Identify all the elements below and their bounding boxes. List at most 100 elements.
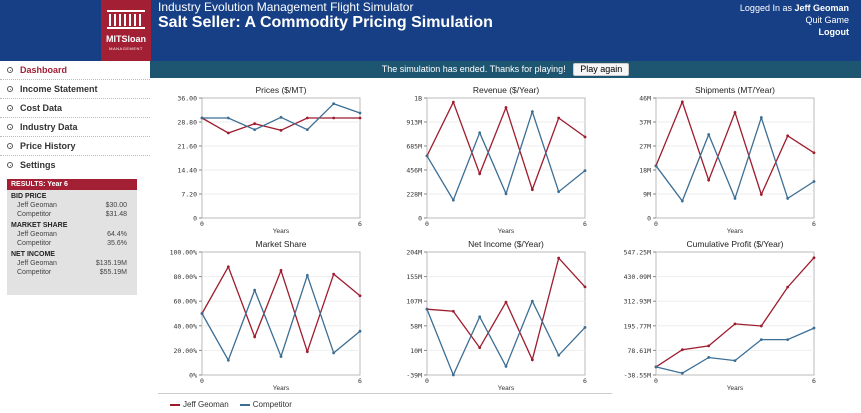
player-data-point[interactable]: [305, 116, 309, 120]
competitor-data-point[interactable]: [358, 111, 362, 115]
player-data-point[interactable]: [332, 116, 336, 120]
competitor-data-point[interactable]: [707, 356, 711, 359]
player-data-point[interactable]: [786, 134, 790, 138]
y-tick-label: 913M: [406, 119, 422, 127]
competitor-data-point[interactable]: [504, 364, 508, 368]
y-tick-label: 204M: [406, 249, 422, 257]
competitor-data-point[interactable]: [478, 315, 482, 319]
competitor-data-point[interactable]: [226, 116, 230, 120]
x-axis-label: Years: [498, 228, 515, 235]
competitor-data-point[interactable]: [305, 128, 309, 132]
plot-area: [426, 251, 586, 376]
player-data-point[interactable]: [812, 151, 816, 155]
competitor-data-point[interactable]: [812, 180, 816, 183]
player-data-point[interactable]: [680, 100, 684, 104]
player-data-point[interactable]: [583, 285, 587, 289]
competitor-data-point[interactable]: [786, 338, 790, 342]
competitor-data-point[interactable]: [226, 358, 230, 362]
player-data-point[interactable]: [253, 122, 257, 126]
competitor-data-point[interactable]: [583, 326, 587, 329]
competitor-data-point[interactable]: [279, 355, 283, 358]
competitor-data-point[interactable]: [786, 197, 790, 200]
player-data-point[interactable]: [812, 256, 816, 260]
sidebar-item-cost-data[interactable]: Cost Data: [0, 99, 150, 118]
competitor-data-point[interactable]: [557, 190, 561, 194]
player-data-point[interactable]: [358, 116, 362, 120]
sidebar-item-dashboard[interactable]: Dashboard: [0, 61, 150, 80]
competitor-data-point[interactable]: [759, 116, 763, 119]
competitor-data-point[interactable]: [451, 373, 455, 377]
competitor-data-point[interactable]: [557, 353, 561, 357]
competitor-data-point[interactable]: [358, 329, 362, 333]
player-data-point[interactable]: [226, 265, 230, 269]
competitor-data-point[interactable]: [812, 326, 816, 330]
competitor-data-point[interactable]: [504, 192, 508, 196]
simulation-title: Salt Seller: A Commodity Pricing Simulat…: [158, 14, 493, 31]
cumulative-profit-chart: Cumulative Profit ($/Year) 547.25M 430.09M…: [624, 239, 816, 392]
competitor-data-point[interactable]: [530, 299, 534, 303]
competitor-data-point[interactable]: [425, 154, 429, 158]
competitor-data-point[interactable]: [530, 110, 534, 114]
competitor-data-point[interactable]: [583, 169, 587, 173]
player-data-point[interactable]: [504, 106, 508, 109]
competitor-data-point[interactable]: [253, 128, 257, 132]
player-data-point[interactable]: [680, 348, 684, 352]
competitor-data-point[interactable]: [654, 164, 658, 168]
competitor-data-point[interactable]: [759, 338, 763, 342]
logout-link[interactable]: Logout: [818, 27, 850, 37]
y-tick-label: 37M: [639, 119, 651, 127]
competitor-data-point[interactable]: [332, 102, 336, 106]
player-data-point[interactable]: [226, 131, 230, 135]
player-data-point[interactable]: [504, 300, 508, 304]
player-data-point[interactable]: [279, 128, 283, 132]
sidebar-nav: Dashboard Income Statement Cost Data Ind…: [0, 61, 150, 174]
competitor-data-point[interactable]: [253, 288, 257, 292]
y-tick-label: 100.00%: [170, 249, 197, 257]
legend-competitor: Competitor: [252, 400, 292, 409]
player-data-point[interactable]: [733, 322, 737, 326]
player-data-point[interactable]: [557, 116, 561, 120]
player-data-point[interactable]: [332, 272, 336, 276]
competitor-data-point[interactable]: [733, 197, 737, 200]
player-data-point[interactable]: [530, 358, 534, 362]
competitor-data-point[interactable]: [305, 273, 309, 277]
sidebar-item-settings[interactable]: Settings: [0, 156, 150, 174]
sidebar-item-industry-data[interactable]: Industry Data: [0, 118, 150, 137]
competitor-data-point[interactable]: [425, 307, 429, 311]
player-data-point[interactable]: [530, 188, 534, 191]
player-data-point[interactable]: [707, 344, 711, 348]
player-data-point[interactable]: [707, 178, 711, 182]
sidebar-item-income-statement[interactable]: Income Statement: [0, 80, 150, 99]
mit-sloan-logo[interactable]: MITSloan MANAGEMENT: [101, 0, 151, 61]
competitor-data-point[interactable]: [654, 365, 658, 369]
player-data-point[interactable]: [478, 172, 482, 176]
player-data-point[interactable]: [733, 110, 737, 114]
competitor-data-point[interactable]: [200, 116, 204, 120]
competitor-data-point[interactable]: [680, 199, 684, 203]
competitor-data-point[interactable]: [279, 115, 283, 119]
competitor-data-point[interactable]: [733, 359, 737, 363]
player-data-point[interactable]: [253, 335, 257, 339]
player-data-point[interactable]: [451, 100, 455, 104]
player-data-point[interactable]: [358, 294, 362, 298]
competitor-data-point[interactable]: [200, 312, 204, 315]
player-data-point[interactable]: [759, 193, 763, 196]
play-again-button[interactable]: Play again: [573, 63, 630, 77]
player-data-point[interactable]: [786, 285, 790, 289]
sidebar-item-price-history[interactable]: Price History: [0, 137, 150, 156]
player-data-point[interactable]: [451, 309, 455, 313]
y-tick-label: 40.00%: [174, 322, 198, 330]
player-data-point[interactable]: [759, 324, 763, 328]
player-data-point[interactable]: [557, 256, 561, 260]
player-data-point[interactable]: [279, 269, 283, 272]
banner-message: The simulation has ended. Thanks for pla…: [381, 64, 566, 74]
quit-game-link[interactable]: Quit Game: [805, 15, 849, 25]
competitor-data-point[interactable]: [680, 371, 684, 375]
competitor-data-point[interactable]: [332, 351, 336, 355]
player-data-point[interactable]: [305, 350, 309, 354]
competitor-data-point[interactable]: [478, 131, 482, 135]
competitor-data-point[interactable]: [451, 198, 455, 202]
player-data-point[interactable]: [478, 346, 482, 350]
competitor-data-point[interactable]: [707, 133, 711, 136]
player-data-point[interactable]: [583, 135, 587, 139]
